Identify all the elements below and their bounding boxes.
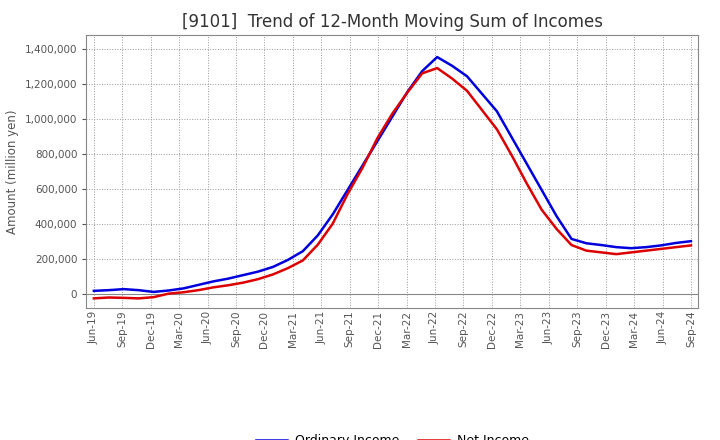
Net Income (299, 258, 307, 263)
Ordinary Income (687, 238, 696, 244)
Net Income (492, 127, 501, 132)
Legend: Ordinary Income, Net Income: Ordinary Income, Net Income (251, 429, 534, 440)
Net Income (284, 265, 292, 271)
Ordinary Income (508, 135, 516, 140)
Ordinary Income (359, 163, 367, 168)
Ordinary Income (194, 282, 202, 288)
Net Income (582, 248, 591, 253)
Ordinary Income (89, 288, 98, 293)
Line: Ordinary Income: Ordinary Income (94, 57, 691, 292)
Ordinary Income (448, 63, 456, 69)
Net Income (418, 71, 426, 76)
Net Income (224, 282, 233, 288)
Net Income (597, 250, 606, 255)
Ordinary Income (328, 212, 337, 217)
Net Income (373, 136, 382, 141)
Ordinary Income (552, 213, 561, 219)
Ordinary Income (343, 187, 352, 193)
Net Income (359, 165, 367, 170)
Ordinary Income (597, 242, 606, 248)
Net Income (253, 276, 262, 282)
Net Income (657, 246, 665, 252)
Ordinary Income (463, 73, 472, 79)
Net Income (104, 295, 113, 300)
Ordinary Income (433, 55, 441, 60)
Ordinary Income (269, 264, 277, 270)
Net Income (135, 296, 143, 301)
Ordinary Income (253, 269, 262, 274)
Ordinary Income (657, 243, 665, 248)
Net Income (612, 252, 621, 257)
Ordinary Income (313, 233, 322, 238)
Ordinary Income (523, 161, 531, 166)
Ordinary Income (403, 89, 412, 95)
Ordinary Income (224, 276, 233, 281)
Ordinary Income (164, 288, 173, 293)
Ordinary Income (239, 272, 248, 278)
Ordinary Income (477, 91, 486, 96)
Net Income (313, 242, 322, 247)
Ordinary Income (582, 241, 591, 246)
Net Income (403, 90, 412, 95)
Net Income (328, 221, 337, 226)
Net Income (448, 76, 456, 81)
Ordinary Income (284, 257, 292, 263)
Ordinary Income (537, 187, 546, 193)
Net Income (672, 245, 680, 250)
Net Income (164, 291, 173, 296)
Ordinary Income (418, 68, 426, 73)
Ordinary Income (209, 279, 217, 284)
Net Income (89, 296, 98, 301)
Ordinary Income (149, 289, 158, 294)
Net Income (508, 153, 516, 158)
Net Income (627, 250, 636, 255)
Ordinary Income (373, 138, 382, 143)
Net Income (687, 243, 696, 248)
Net Income (149, 294, 158, 300)
Net Income (194, 287, 202, 293)
Ordinary Income (492, 109, 501, 114)
Y-axis label: Amount (million yen): Amount (million yen) (6, 110, 19, 234)
Net Income (567, 242, 576, 248)
Ordinary Income (120, 286, 128, 292)
Net Income (552, 226, 561, 231)
Net Income (477, 107, 486, 113)
Ordinary Income (104, 287, 113, 293)
Net Income (239, 280, 248, 285)
Line: Net Income: Net Income (94, 68, 691, 298)
Ordinary Income (642, 245, 650, 250)
Ordinary Income (299, 249, 307, 254)
Net Income (388, 111, 397, 116)
Net Income (463, 88, 472, 93)
Net Income (433, 66, 441, 71)
Title: [9101]  Trend of 12-Month Moving Sum of Incomes: [9101] Trend of 12-Month Moving Sum of I… (182, 13, 603, 31)
Ordinary Income (627, 246, 636, 251)
Net Income (269, 272, 277, 277)
Net Income (209, 285, 217, 290)
Ordinary Income (672, 240, 680, 246)
Net Income (523, 181, 531, 186)
Ordinary Income (179, 286, 188, 291)
Net Income (343, 191, 352, 197)
Net Income (537, 207, 546, 213)
Net Income (179, 290, 188, 295)
Ordinary Income (567, 236, 576, 242)
Ordinary Income (135, 287, 143, 293)
Net Income (120, 295, 128, 301)
Ordinary Income (388, 114, 397, 119)
Net Income (642, 248, 650, 253)
Ordinary Income (612, 245, 621, 250)
